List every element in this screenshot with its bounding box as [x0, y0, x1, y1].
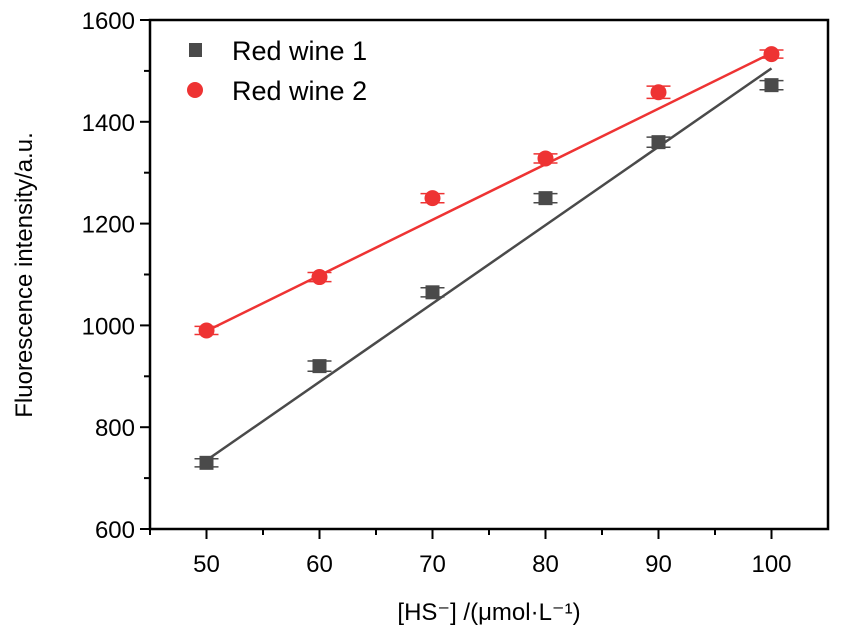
x-tick-label: 70 — [419, 551, 446, 578]
legend-marker-square — [189, 43, 202, 57]
series-2-point — [198, 322, 215, 339]
y-tick-label: 1000 — [82, 313, 135, 340]
y-tick-label: 1200 — [82, 212, 135, 239]
y-tick-label: 600 — [95, 517, 135, 544]
series-2-point — [311, 269, 328, 286]
legend-marker-circle — [187, 82, 203, 98]
series-1-point — [199, 455, 214, 470]
series-2-point — [650, 84, 667, 101]
legend-label: Red wine 1 — [232, 36, 367, 66]
series-1-point — [764, 78, 779, 93]
series-2-point — [424, 190, 441, 207]
series-1-point — [538, 191, 553, 206]
x-axis-label: [HS⁻] /(μmol·L⁻¹) — [397, 599, 580, 626]
plot-marks — [194, 46, 784, 470]
series-2-point — [763, 46, 780, 63]
axes: 50 60 70 80 90 100 600 800 1000 1200 1400 1600 — [82, 8, 830, 578]
series-1-point — [425, 285, 440, 300]
series-1-point — [312, 359, 327, 374]
y-tick-label: 800 — [95, 415, 135, 442]
x-tick-label: 80 — [532, 551, 559, 578]
y-tick-label: 1600 — [82, 8, 135, 35]
x-tick-label: 100 — [751, 551, 791, 578]
y-axis-label: Fluorescence intensity/a.u. — [11, 132, 38, 417]
series-1-fit-line — [205, 67, 773, 462]
legend-label: Red wine 2 — [232, 76, 367, 106]
legend: Red wine 1 Red wine 2 — [187, 36, 367, 106]
x-tick-label: 50 — [193, 551, 220, 578]
x-tick-label: 60 — [306, 551, 333, 578]
series-1-point — [651, 135, 666, 150]
series-2-point — [537, 150, 554, 167]
x-tick-label: 90 — [645, 551, 672, 578]
y-tick-label: 1400 — [82, 110, 135, 137]
series-2-fit-line — [205, 51, 773, 333]
